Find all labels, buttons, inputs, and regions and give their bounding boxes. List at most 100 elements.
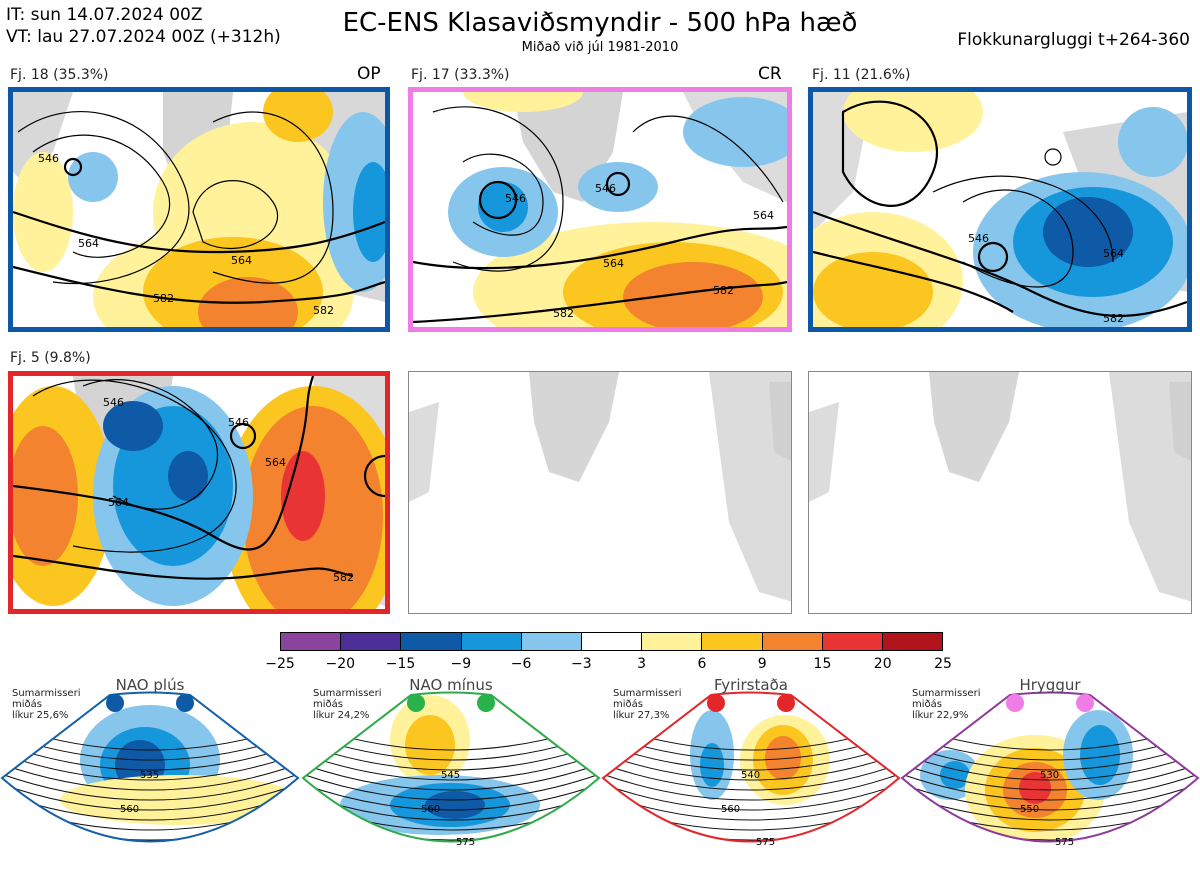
run-info: IT: sun 14.07.2024 00Z VT: lau 27.07.202… bbox=[6, 4, 281, 48]
colorbar-tick-label: −3 bbox=[571, 656, 592, 672]
valid-time: VT: lau 27.07.2024 00Z (+312h) bbox=[6, 27, 281, 47]
cluster-1-map[interactable]: 546 564 564 582 582 bbox=[8, 87, 390, 332]
colorbar-tick-label: −15 bbox=[385, 656, 416, 672]
colorbar-swatch bbox=[281, 633, 341, 650]
regime-title: NAO plús bbox=[115, 676, 185, 694]
colorbar-swatch bbox=[460, 633, 521, 650]
colorbar-tick-label: −6 bbox=[510, 656, 532, 672]
regime-stats: Sumarmisseri miðás líkur 22,9% bbox=[912, 688, 981, 721]
cluster-2-label: Fj. 17 (33.3%) bbox=[411, 67, 510, 83]
colorbar-tick-label: 3 bbox=[637, 656, 647, 672]
regime-contour-label: 550 bbox=[1020, 804, 1039, 815]
regime-stats: Sumarmisseri miðás líkur 27,3% bbox=[613, 688, 682, 721]
regime-marker-dot bbox=[777, 694, 795, 712]
svg-text:564: 564 bbox=[231, 254, 252, 267]
cluster-4-label: Fj. 5 (9.8%) bbox=[10, 350, 91, 366]
svg-text:564: 564 bbox=[753, 209, 774, 222]
regime-contour-label: 575 bbox=[456, 837, 475, 848]
cluster-3-label: Fj. 11 (21.6%) bbox=[812, 67, 911, 83]
regime-contour-label: 575 bbox=[756, 837, 775, 848]
regime-frame bbox=[601, 691, 901, 843]
colorbar-tick-label: −25 bbox=[265, 656, 295, 672]
regime-stats: Sumarmisseri miðás líkur 25,6% bbox=[12, 688, 81, 721]
colorbar-swatch bbox=[580, 633, 642, 650]
svg-text:564: 564 bbox=[78, 237, 99, 250]
colorbar-tick-label: −20 bbox=[325, 656, 356, 672]
regime-title: Fyrirstaða bbox=[714, 676, 788, 694]
regime-contour-label: 560 bbox=[421, 804, 440, 815]
regime-marker-dot bbox=[707, 694, 725, 712]
regime-frame bbox=[301, 691, 601, 843]
empty-map-1 bbox=[408, 371, 792, 614]
cluster-1-tag: OP bbox=[357, 64, 381, 84]
regime-frame bbox=[0, 691, 300, 843]
svg-text:582: 582 bbox=[313, 304, 334, 317]
regime-title: NAO mínus bbox=[409, 676, 493, 694]
svg-text:546: 546 bbox=[505, 192, 526, 205]
colorbar-swatch bbox=[340, 633, 401, 650]
regime-marker-dot bbox=[1076, 694, 1094, 712]
svg-text:546: 546 bbox=[228, 416, 249, 429]
svg-text:564: 564 bbox=[603, 257, 624, 270]
cluster-3-map[interactable]: 546 564 582 bbox=[808, 87, 1192, 332]
colorbar-swatch bbox=[761, 633, 822, 650]
svg-text:546: 546 bbox=[968, 232, 989, 245]
classification-window: Flokkunargluggi t+264-360 bbox=[957, 30, 1190, 50]
colorbar bbox=[280, 632, 943, 651]
cluster-2-tag: CR bbox=[758, 64, 782, 84]
svg-text:564: 564 bbox=[1103, 247, 1124, 260]
colorbar-tick-label: 20 bbox=[873, 656, 892, 672]
svg-text:582: 582 bbox=[713, 284, 734, 297]
regime-contour-label: 560 bbox=[120, 804, 139, 815]
cluster-1-field: 546 564 564 582 582 bbox=[13, 92, 385, 327]
cluster-4-field: 546 546 564 564 582 bbox=[13, 376, 385, 609]
regime-marker-dot bbox=[477, 694, 495, 712]
cluster-2-field: 546 546 564 564 582 582 bbox=[413, 92, 787, 327]
colorbar-tick-label: 9 bbox=[757, 656, 767, 672]
regime-contour-label: 575 bbox=[1055, 837, 1074, 848]
colorbar-swatch bbox=[881, 633, 943, 650]
svg-text:582: 582 bbox=[1103, 312, 1124, 325]
empty-map-2 bbox=[808, 371, 1192, 614]
regime-stats: Sumarmisseri miðás líkur 24,2% bbox=[313, 688, 382, 721]
regime-contour-label: 530 bbox=[1040, 770, 1059, 781]
regime-marker-dot bbox=[1006, 694, 1024, 712]
colorbar-tick-label: 25 bbox=[934, 656, 952, 672]
cluster-1-label: Fj. 18 (35.3%) bbox=[10, 67, 109, 83]
colorbar-tick-label: −9 bbox=[450, 656, 472, 672]
colorbar-swatch bbox=[821, 633, 882, 650]
initial-time: IT: sun 14.07.2024 00Z bbox=[6, 5, 203, 25]
svg-text:582: 582 bbox=[553, 307, 574, 320]
colorbar-swatch bbox=[641, 633, 702, 650]
cluster-3-field: 546 564 582 bbox=[813, 92, 1187, 327]
regime-frame bbox=[900, 691, 1200, 843]
regime-marker-dot bbox=[176, 694, 194, 712]
svg-text:582: 582 bbox=[153, 292, 174, 305]
regime-contour-label: 545 bbox=[441, 770, 460, 781]
svg-text:582: 582 bbox=[333, 571, 354, 584]
colorbar-tick-label: 15 bbox=[813, 656, 832, 672]
cluster-2-map[interactable]: 546 546 564 564 582 582 bbox=[408, 87, 792, 332]
svg-text:546: 546 bbox=[38, 152, 59, 165]
svg-text:546: 546 bbox=[595, 182, 616, 195]
page-title: EC-ENS Klasaviðsmyndir - 500 hPa hæð bbox=[342, 8, 858, 38]
colorbar-tick-label: 6 bbox=[697, 656, 707, 672]
regime-contour-label: 540 bbox=[741, 770, 760, 781]
svg-text:564: 564 bbox=[265, 456, 286, 469]
svg-text:564: 564 bbox=[108, 496, 129, 509]
regime-marker-dot bbox=[407, 694, 425, 712]
cluster-4-map[interactable]: 546 546 564 564 582 bbox=[8, 371, 390, 614]
page-subtitle: Miðað við júl 1981-2010 bbox=[521, 40, 679, 55]
regime-contour-label: 560 bbox=[721, 804, 740, 815]
regime-marker-dot bbox=[106, 694, 124, 712]
colorbar-swatch bbox=[701, 633, 762, 650]
svg-text:546: 546 bbox=[103, 396, 124, 409]
colorbar-swatch bbox=[520, 633, 581, 650]
regime-title: Hryggur bbox=[1019, 676, 1081, 694]
colorbar-swatch bbox=[400, 633, 461, 650]
regime-contour-label: 535 bbox=[140, 770, 159, 781]
